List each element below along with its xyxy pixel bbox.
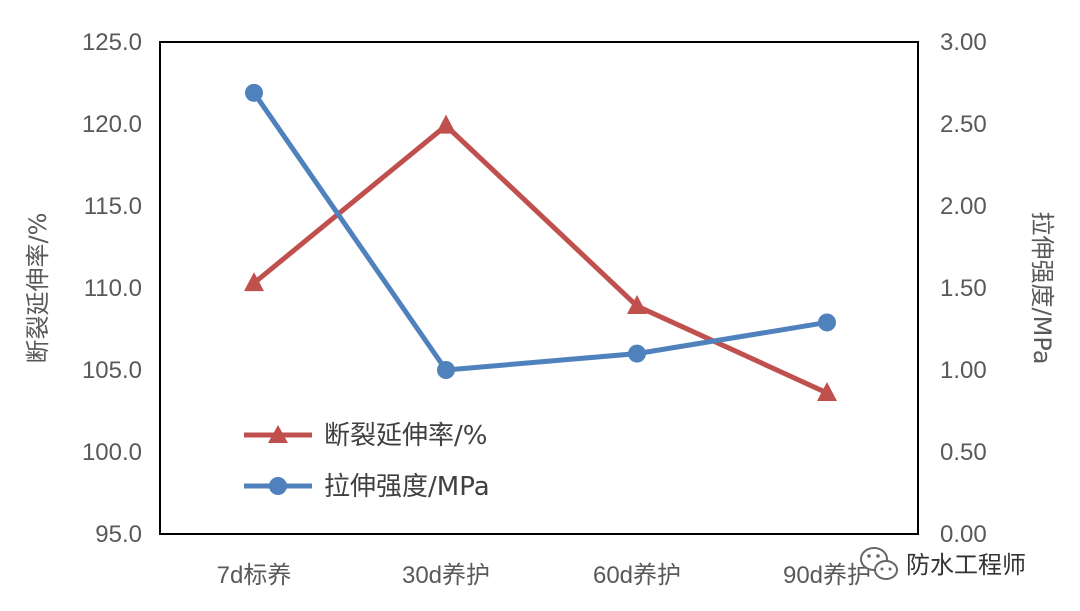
watermark: 防水工程师 — [860, 547, 1026, 580]
left-tick-label: 95.0 — [95, 521, 142, 548]
right-tick-label: 2.50 — [940, 111, 987, 138]
legend-item-strength: 拉伸强度/MPa — [244, 472, 490, 502]
right-tick-label: 1.50 — [940, 275, 987, 302]
left-tick-label: 110.0 — [84, 275, 142, 302]
left-tick-label: 120.0 — [82, 111, 142, 138]
right-tick-label: 0.00 — [940, 521, 987, 548]
circle-marker — [628, 344, 646, 363]
triangle-marker — [817, 381, 837, 401]
series-line — [252, 123, 829, 396]
legend-label-elongation: 断裂延伸率/% — [324, 421, 487, 451]
legend-item-elongation: 断裂延伸率/% — [244, 421, 487, 451]
circle-marker — [245, 83, 263, 102]
wechat-icon — [860, 547, 898, 580]
right-tick-label: 0.50 — [940, 439, 987, 466]
left-tick-label: 100.0 — [82, 439, 142, 466]
series-elongation — [244, 114, 837, 401]
legend-label-strength: 拉伸强度/MPa — [324, 472, 490, 502]
x-tick-label: 7d标养 — [217, 562, 292, 589]
legend-triangle-marker — [268, 425, 288, 443]
series-layer — [244, 83, 837, 401]
left-tick-label: 125.0 — [82, 29, 142, 56]
legend: 断裂延伸率/% 拉伸强度/MPa — [244, 421, 490, 502]
right-axis-ticks: 0.00 0.50 1.00 1.50 2.00 2.50 3.00 — [940, 29, 987, 548]
triangle-marker — [244, 272, 264, 292]
right-tick-label: 1.00 — [940, 357, 987, 384]
series-line — [251, 91, 828, 373]
x-tick-label: 60d养护 — [593, 562, 681, 589]
right-tick-label: 3.00 — [940, 29, 987, 56]
legend-circle-marker — [269, 477, 287, 495]
left-tick-label: 105.0 — [82, 357, 142, 384]
circle-marker — [818, 313, 836, 332]
plot-area — [159, 41, 919, 535]
circle-marker — [437, 361, 455, 379]
x-tick-label: 30d养护 — [402, 562, 490, 589]
watermark-text: 防水工程师 — [906, 551, 1026, 579]
triangle-marker — [627, 295, 647, 315]
series-strength — [245, 83, 836, 379]
left-axis-ticks: 95.0 100.0 105.0 110.0 115.0 120.0 125.0 — [82, 29, 142, 548]
left-axis-title: 断裂延伸率/% — [24, 213, 52, 364]
right-axis-title: 拉伸强度/MPa — [1028, 212, 1056, 365]
x-axis-ticks: 7d标养 30d养护 60d养护 90d养护 — [217, 562, 871, 589]
x-tick-label: 90d养护 — [783, 562, 871, 589]
right-tick-label: 2.00 — [940, 193, 987, 220]
triangle-marker — [436, 114, 456, 134]
left-tick-label: 115.0 — [84, 193, 142, 220]
